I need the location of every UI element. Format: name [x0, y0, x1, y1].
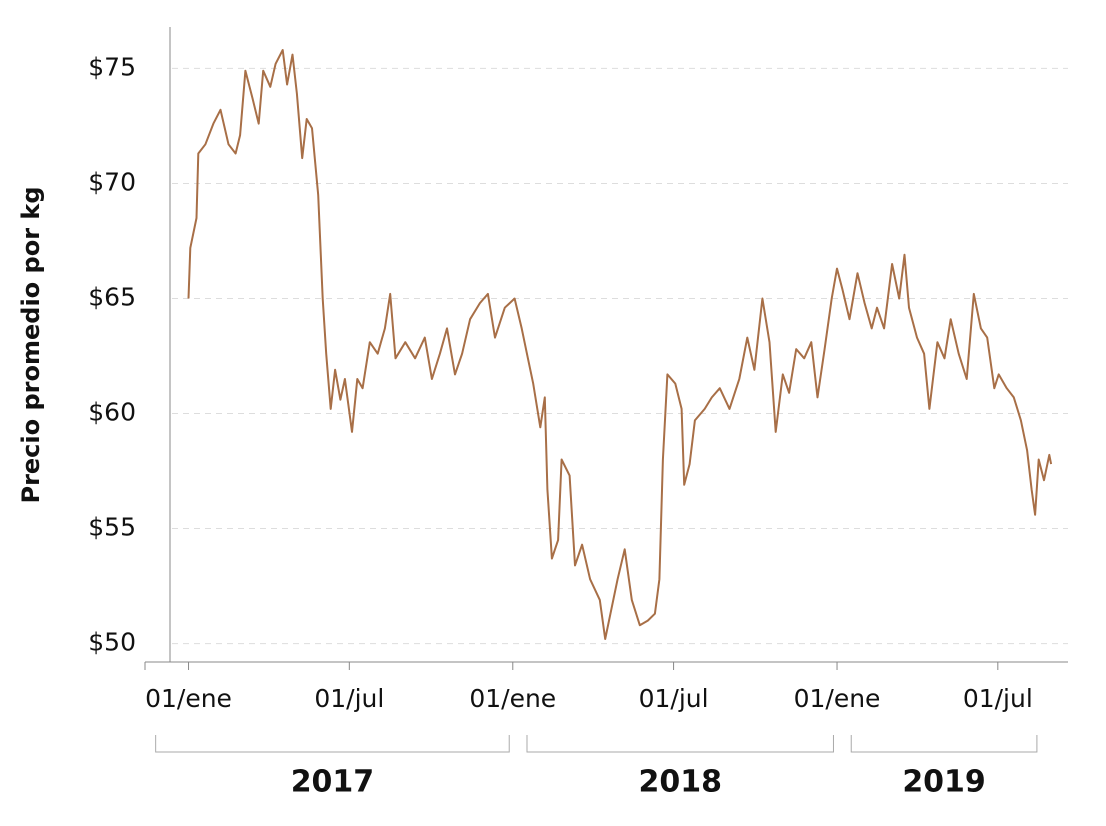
y-tick-label: $65 [88, 282, 136, 311]
year-bracket [155, 735, 510, 753]
x-tick-label: 01/ene [794, 684, 881, 713]
x-tick-label: 01/jul [639, 684, 709, 713]
y-tick-label: $50 [88, 628, 136, 657]
year-bracket [526, 735, 834, 753]
y-tick-label: $70 [88, 167, 136, 196]
y-tick-label: $55 [88, 513, 136, 542]
y-tick-label: $75 [88, 52, 136, 81]
x-tick-label: 01/jul [314, 684, 384, 713]
y-axis-title: Precio promedio por kg [17, 186, 45, 503]
x-tick-label: 01/ene [469, 684, 556, 713]
year-label: 2018 [638, 765, 722, 800]
x-tick-label: 01/jul [963, 684, 1033, 713]
year-bracket [850, 735, 1038, 753]
year-label: 2017 [291, 765, 375, 800]
price-line [187, 49, 1053, 640]
y-tick-label: $60 [88, 398, 136, 427]
x-tick-label: 01/ene [145, 684, 232, 713]
year-label: 2019 [902, 765, 986, 800]
